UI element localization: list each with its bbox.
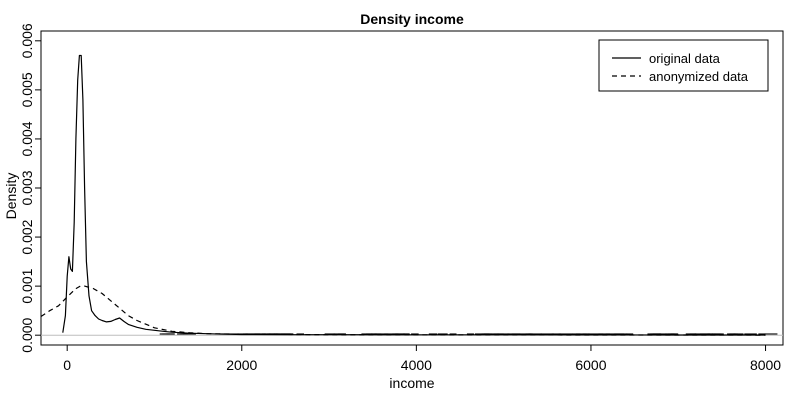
y-tick-label: 0.001 — [19, 268, 35, 303]
y-tick-label: 0.003 — [19, 170, 35, 205]
y-tick-label: 0.005 — [19, 72, 35, 107]
x-axis: 0 2000 4000 6000 8000 — [63, 344, 781, 373]
x-axis-label: income — [389, 375, 434, 391]
y-axis: 0.000 0.001 0.002 0.003 0.004 0.005 0.006 — [19, 23, 42, 353]
x-tick-label: 2000 — [226, 357, 257, 373]
series-layer — [40, 54, 783, 336]
legend-label-original: original data — [649, 51, 721, 66]
y-tick-label: 0.006 — [19, 23, 35, 58]
y-tick-label: 0.000 — [19, 317, 35, 352]
legend-box — [598, 39, 769, 92]
legend-label-anonymized: anonymized data — [649, 69, 749, 84]
x-tick-label: 4000 — [401, 357, 432, 373]
y-tick-label: 0.002 — [19, 219, 35, 254]
series-original-line — [62, 54, 766, 336]
y-axis-label: Density — [3, 173, 19, 220]
y-tick-label: 0.004 — [19, 121, 35, 156]
x-tick-label: 6000 — [575, 357, 606, 373]
chart-title: Density income — [360, 11, 464, 27]
series-anonymized-line — [40, 285, 766, 336]
legend: original data anonymized data — [598, 39, 769, 92]
x-tick-label: 0 — [63, 357, 71, 373]
x-tick-label: 8000 — [750, 357, 781, 373]
